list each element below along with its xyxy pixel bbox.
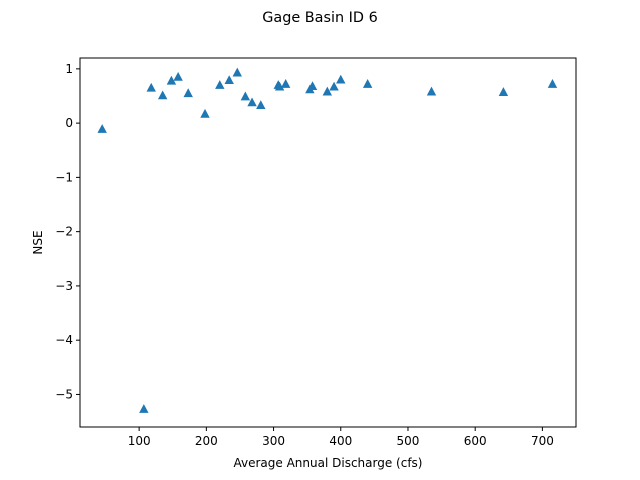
data-point [280,79,291,88]
y-tick-label: 1 [65,62,73,76]
x-tick-label: 300 [262,434,285,448]
x-tick-label: 700 [531,434,554,448]
data-point [173,71,183,81]
data-point [215,80,225,89]
chart-title: Gage Basin ID 6 [262,10,377,26]
data-point [157,90,168,100]
data-point [97,124,107,133]
x-tick-label: 100 [128,434,151,448]
plot-frame [79,57,577,428]
data-point [322,86,333,96]
data-point [146,82,156,92]
data-point [274,81,285,91]
data-point [166,75,177,85]
y-tick-label: 0 [65,116,73,130]
x-tick-label: 400 [329,434,352,448]
x-axis-label: Average Annual Discharge (cfs) [234,456,423,470]
y-tick-label: −4 [55,333,73,347]
x-axis: 100 200 300 400 500 600 700 [128,427,554,448]
data-point [183,88,193,98]
y-tick-label: −5 [55,387,73,401]
data-point [200,108,210,118]
y-tick-label: −1 [55,170,73,184]
x-tick-label: 600 [464,434,487,448]
data-point [307,81,318,91]
data-point [247,97,257,107]
data-points [97,67,558,413]
data-point [232,67,242,77]
y-axis-label: NSE [31,230,45,254]
y-tick-label: −3 [55,279,73,293]
data-point [362,79,373,88]
data-point [256,100,266,110]
x-tick-label: 500 [397,434,420,448]
y-axis: −5 −4 −3 −2 −1 0 1 [55,62,80,401]
data-point [336,74,346,84]
x-tick-label: 200 [195,434,218,448]
data-point [240,91,251,101]
data-point [139,404,149,413]
data-point [498,87,509,96]
y-tick-label: −2 [55,225,73,239]
data-point [224,75,234,85]
data-point [547,79,558,88]
data-point [426,86,437,96]
data-point [329,81,339,91]
